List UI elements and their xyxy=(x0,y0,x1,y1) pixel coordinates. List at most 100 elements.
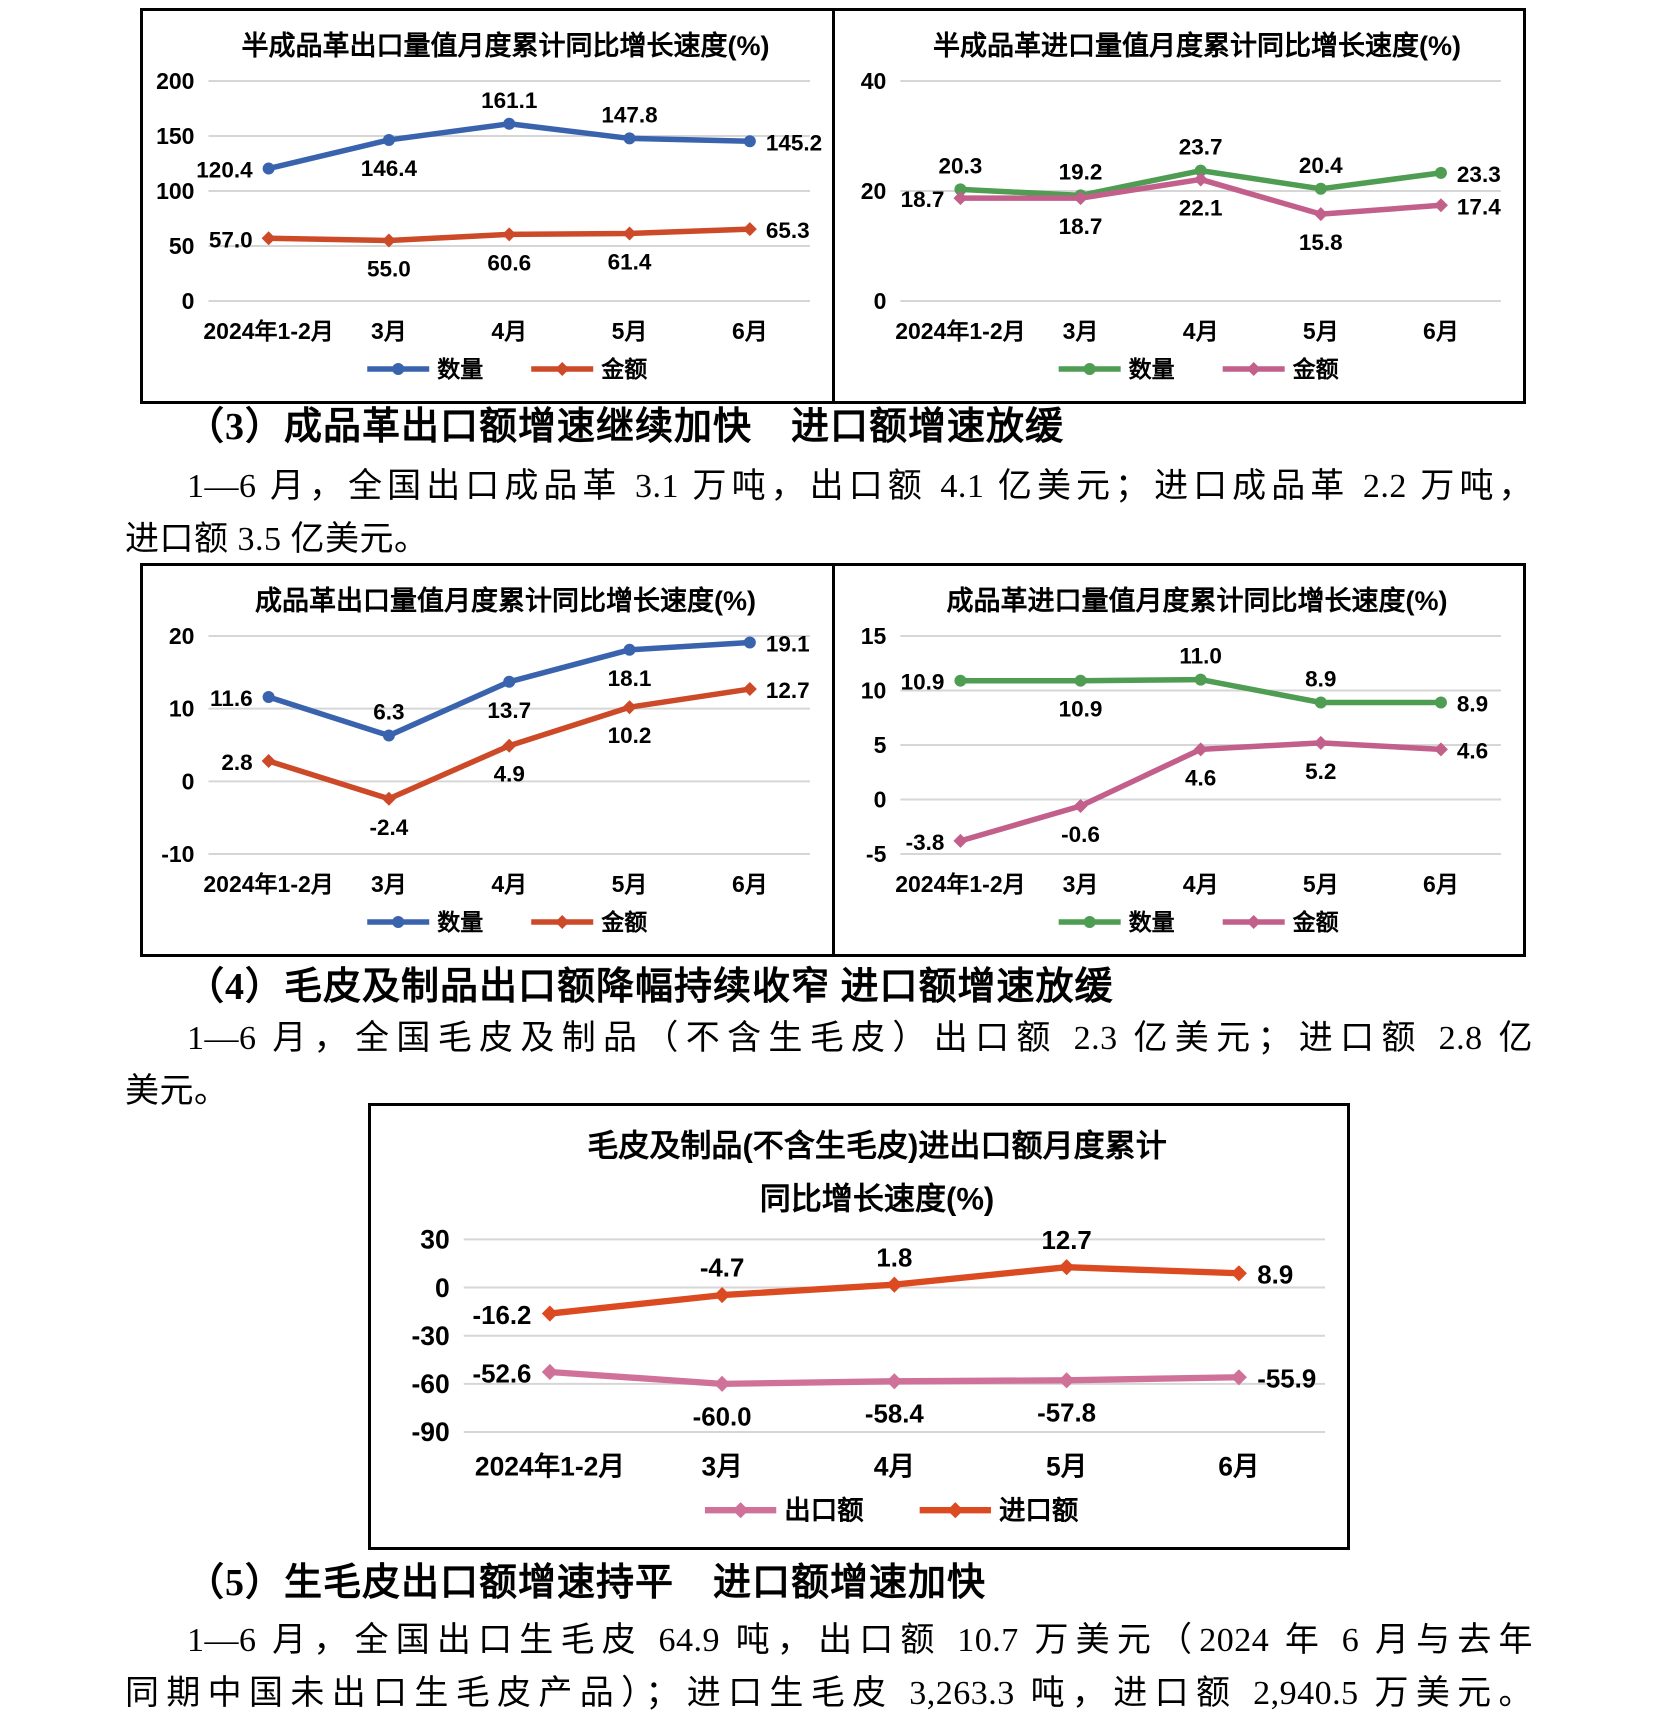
svg-text:18.1: 18.1 xyxy=(608,666,652,691)
svg-text:10.2: 10.2 xyxy=(608,723,652,748)
svg-text:57.0: 57.0 xyxy=(209,227,253,252)
svg-text:10.9: 10.9 xyxy=(901,670,945,695)
svg-text:0: 0 xyxy=(182,288,195,314)
svg-text:金额: 金额 xyxy=(600,909,647,935)
paragraph-line: 1—6 月，全国出口生毛皮 64.9 吨，出口额 10.7 万美元（2024 年… xyxy=(187,1622,1533,1659)
svg-text:毛皮及制品(不含生毛皮)进出口额月度累计: 毛皮及制品(不含生毛皮)进出口额月度累计 xyxy=(587,1129,1167,1164)
svg-text:10: 10 xyxy=(861,678,887,704)
svg-text:3月: 3月 xyxy=(1063,318,1099,344)
section-4-paragraph: 1—6 月，全国毛皮及制品（不含生毛皮）出口额 2.3 亿美元；进口额 2.8 … xyxy=(125,1012,1533,1118)
svg-text:20: 20 xyxy=(861,178,887,204)
svg-text:-4.7: -4.7 xyxy=(700,1255,745,1283)
svg-text:6月: 6月 xyxy=(1218,1452,1259,1482)
paragraph-line: 1—6 月，全国出口成品革 3.1 万吨，出口额 4.1 亿美元；进口成品革 2… xyxy=(187,468,1533,505)
svg-text:17.4: 17.4 xyxy=(1457,194,1501,219)
svg-text:6月: 6月 xyxy=(732,318,768,344)
svg-text:15.8: 15.8 xyxy=(1299,230,1343,255)
svg-text:6月: 6月 xyxy=(1423,318,1459,344)
svg-text:120.4: 120.4 xyxy=(196,158,253,183)
paragraph-line: 同期中国未出口生毛皮产品）；进口生毛皮 3,263.3 吨，进口额 2,940.… xyxy=(125,1675,1533,1712)
svg-text:5月: 5月 xyxy=(1303,318,1339,344)
svg-text:23.3: 23.3 xyxy=(1457,162,1501,187)
svg-text:5月: 5月 xyxy=(612,871,648,897)
svg-text:6月: 6月 xyxy=(732,871,768,897)
svg-text:200: 200 xyxy=(156,68,194,94)
svg-text:5月: 5月 xyxy=(612,318,648,344)
svg-text:4.6: 4.6 xyxy=(1457,738,1488,763)
svg-text:2024年1-2月: 2024年1-2月 xyxy=(203,871,333,897)
chart-finished-leather-import: 成品革进口量值月度累计同比增长速度(%) -5 0 5 10 15 2024年1-2月 3月 4… xyxy=(832,566,1523,954)
svg-text:-60: -60 xyxy=(412,1369,450,1399)
svg-text:5: 5 xyxy=(874,732,887,758)
svg-text:-58.4: -58.4 xyxy=(865,1401,925,1429)
svg-text:8.9: 8.9 xyxy=(1257,1262,1293,1290)
svg-text:11.6: 11.6 xyxy=(210,686,253,711)
svg-text:0: 0 xyxy=(182,768,195,794)
svg-text:半成品革进口量值月度累计同比增长速度(%): 半成品革进口量值月度累计同比增长速度(%) xyxy=(933,30,1461,61)
svg-text:出口额: 出口额 xyxy=(784,1495,864,1525)
svg-text:147.8: 147.8 xyxy=(601,102,657,127)
svg-text:3月: 3月 xyxy=(1063,871,1099,897)
chart-fur-products-import-export: 毛皮及制品(不含生毛皮)进出口额月度累计 同比增长速度(%) -90 -60 -30 0 3… xyxy=(371,1106,1347,1547)
chart-semi-finished-leather-import: 半成品革进口量值月度累计同比增长速度(%) 0 20 40 2024年1-2月 3月 4月 5… xyxy=(832,11,1523,401)
svg-text:61.4: 61.4 xyxy=(608,249,652,274)
svg-text:成品革出口量值月度累计同比增长速度(%): 成品革出口量值月度累计同比增长速度(%) xyxy=(255,585,756,616)
svg-text:3月: 3月 xyxy=(371,318,407,344)
svg-text:金额: 金额 xyxy=(600,356,647,382)
svg-text:2024年1-2月: 2024年1-2月 xyxy=(203,318,333,344)
svg-text:19.2: 19.2 xyxy=(1059,159,1103,184)
svg-text:20: 20 xyxy=(169,623,195,649)
svg-text:4.9: 4.9 xyxy=(494,762,525,787)
svg-text:6月: 6月 xyxy=(1423,871,1459,897)
svg-text:-2.4: -2.4 xyxy=(370,815,409,840)
svg-text:12.7: 12.7 xyxy=(1041,1227,1091,1255)
svg-text:5月: 5月 xyxy=(1303,871,1339,897)
section-3-paragraph: 1—6 月，全国出口成品革 3.1 万吨，出口额 4.1 亿美元；进口成品革 2… xyxy=(125,460,1533,566)
svg-text:10.9: 10.9 xyxy=(1059,697,1103,722)
section-5-heading: （5）生毛皮出口额增速持平 进口额增速加快 xyxy=(186,1562,987,1604)
svg-text:4月: 4月 xyxy=(1183,871,1219,897)
svg-text:2024年1-2月: 2024年1-2月 xyxy=(895,871,1025,897)
svg-text:6.3: 6.3 xyxy=(373,700,404,725)
svg-text:金额: 金额 xyxy=(1292,356,1339,382)
svg-text:同比增长速度(%): 同比增长速度(%) xyxy=(760,1182,995,1217)
svg-text:0: 0 xyxy=(874,288,887,314)
svg-text:-52.6: -52.6 xyxy=(472,1360,531,1388)
svg-text:8.9: 8.9 xyxy=(1457,691,1488,716)
svg-text:4月: 4月 xyxy=(1183,318,1219,344)
svg-text:100: 100 xyxy=(156,178,194,204)
svg-text:4.6: 4.6 xyxy=(1185,765,1216,790)
svg-text:60.6: 60.6 xyxy=(487,250,531,275)
svg-text:-30: -30 xyxy=(412,1321,450,1351)
paragraph-line: 1—6 月，全国毛皮及制品（不含生毛皮）出口额 2.3 亿美元；进口额 2.8 … xyxy=(187,1020,1533,1057)
svg-text:13.7: 13.7 xyxy=(487,698,531,723)
svg-text:65.3: 65.3 xyxy=(766,218,810,243)
section-4-heading: （4）毛皮及制品出口额降幅持续收窄 进口额增速放缓 xyxy=(186,966,1114,1008)
svg-text:-5: -5 xyxy=(866,841,887,867)
svg-text:2024年1-2月: 2024年1-2月 xyxy=(475,1452,625,1482)
svg-text:30: 30 xyxy=(420,1225,449,1255)
svg-text:4月: 4月 xyxy=(491,871,527,897)
finished-leather-chart-block: 成品革出口量值月度累计同比增长速度(%) -10 0 10 20 2024年1-2月 3月 4… xyxy=(140,563,1526,957)
svg-text:数量: 数量 xyxy=(1129,356,1175,382)
svg-text:-55.9: -55.9 xyxy=(1257,1366,1316,1394)
svg-text:150: 150 xyxy=(156,123,194,149)
semi-finished-leather-chart-block: 半成品革出口量值月度累计同比增长速度(%) 0 50 100 150 200 2024年1-… xyxy=(140,8,1526,404)
svg-text:1.8: 1.8 xyxy=(876,1244,912,1272)
svg-text:数量: 数量 xyxy=(437,356,483,382)
svg-text:0: 0 xyxy=(874,787,887,813)
svg-text:50: 50 xyxy=(169,233,195,259)
svg-text:金额: 金额 xyxy=(1292,909,1339,935)
svg-text:20.3: 20.3 xyxy=(939,153,983,178)
chart-finished-leather-export: 成品革出口量值月度累计同比增长速度(%) -10 0 10 20 2024年1-2月 3月 4… xyxy=(143,566,832,954)
svg-text:5月: 5月 xyxy=(1046,1452,1087,1482)
svg-text:-0.6: -0.6 xyxy=(1061,822,1100,847)
svg-text:18.7: 18.7 xyxy=(1059,214,1103,239)
svg-text:进口额: 进口额 xyxy=(999,1495,1079,1525)
svg-text:12.7: 12.7 xyxy=(766,678,810,703)
svg-text:55.0: 55.0 xyxy=(367,257,411,282)
fur-products-chart-block: 毛皮及制品(不含生毛皮)进出口额月度累计 同比增长速度(%) -90 -60 -30 0 3… xyxy=(368,1103,1350,1550)
svg-text:10: 10 xyxy=(169,696,195,722)
svg-text:145.2: 145.2 xyxy=(766,130,822,155)
